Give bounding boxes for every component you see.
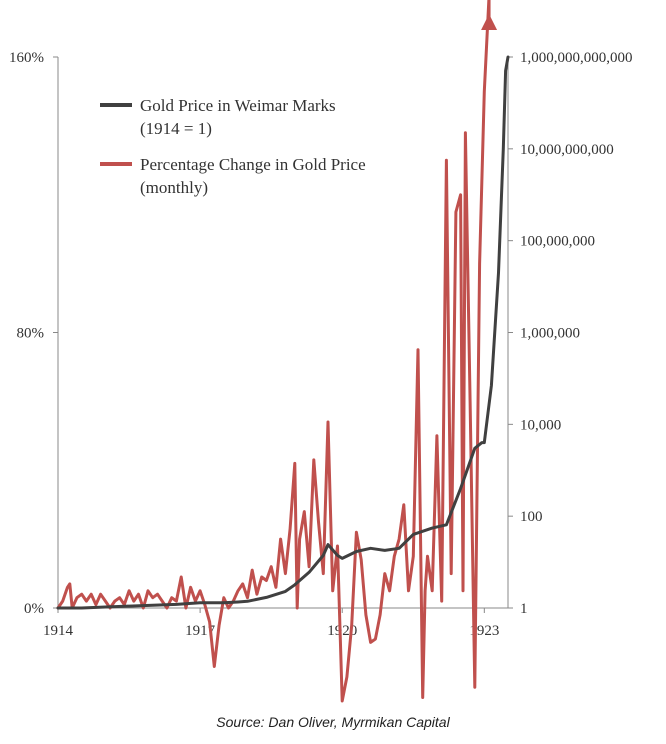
left-tick-label: 80%	[17, 326, 45, 342]
right-tick-label: 10,000,000,000	[520, 142, 614, 158]
legend-label-percentage-change-line2: (monthly)	[140, 178, 208, 197]
right-tick-label: 1,000,000,000,000	[520, 50, 633, 66]
series-line-gold-price	[56, 55, 510, 610]
legend-label-gold-price-line2: (1914 = 1)	[140, 119, 212, 138]
series-layer	[56, 0, 510, 703]
legend-label-gold-price: Gold Price in Weimar Marks	[140, 96, 336, 115]
legend: Gold Price in Weimar Marks (1914 = 1) Pe…	[100, 96, 366, 197]
right-tick-label: 1	[520, 601, 528, 617]
left-tick-label: 160%	[9, 50, 44, 66]
x-axis-ticks: 1914 1917 1920 1923	[43, 608, 499, 639]
x-tick-label: 1914	[43, 623, 74, 639]
left-axis-ticks: 0% 80% 160%	[9, 50, 58, 617]
legend-label-percentage-change: Percentage Change in Gold Price	[140, 155, 366, 174]
right-tick-label: 100	[520, 509, 543, 525]
source-caption: Source: Dan Oliver, Myrmikan Capital	[216, 714, 450, 730]
right-tick-label: 1,000,000	[520, 326, 580, 342]
right-tick-label: 100,000,000	[520, 234, 595, 250]
right-tick-label: 10,000	[520, 417, 561, 433]
series-line-percentage-change	[56, 0, 491, 703]
x-tick-label: 1917	[185, 623, 216, 639]
left-tick-label: 0%	[24, 601, 44, 617]
right-axis-ticks: 1 100 10,000 1,000,000 100,000,000 10,000,000…	[508, 50, 633, 617]
